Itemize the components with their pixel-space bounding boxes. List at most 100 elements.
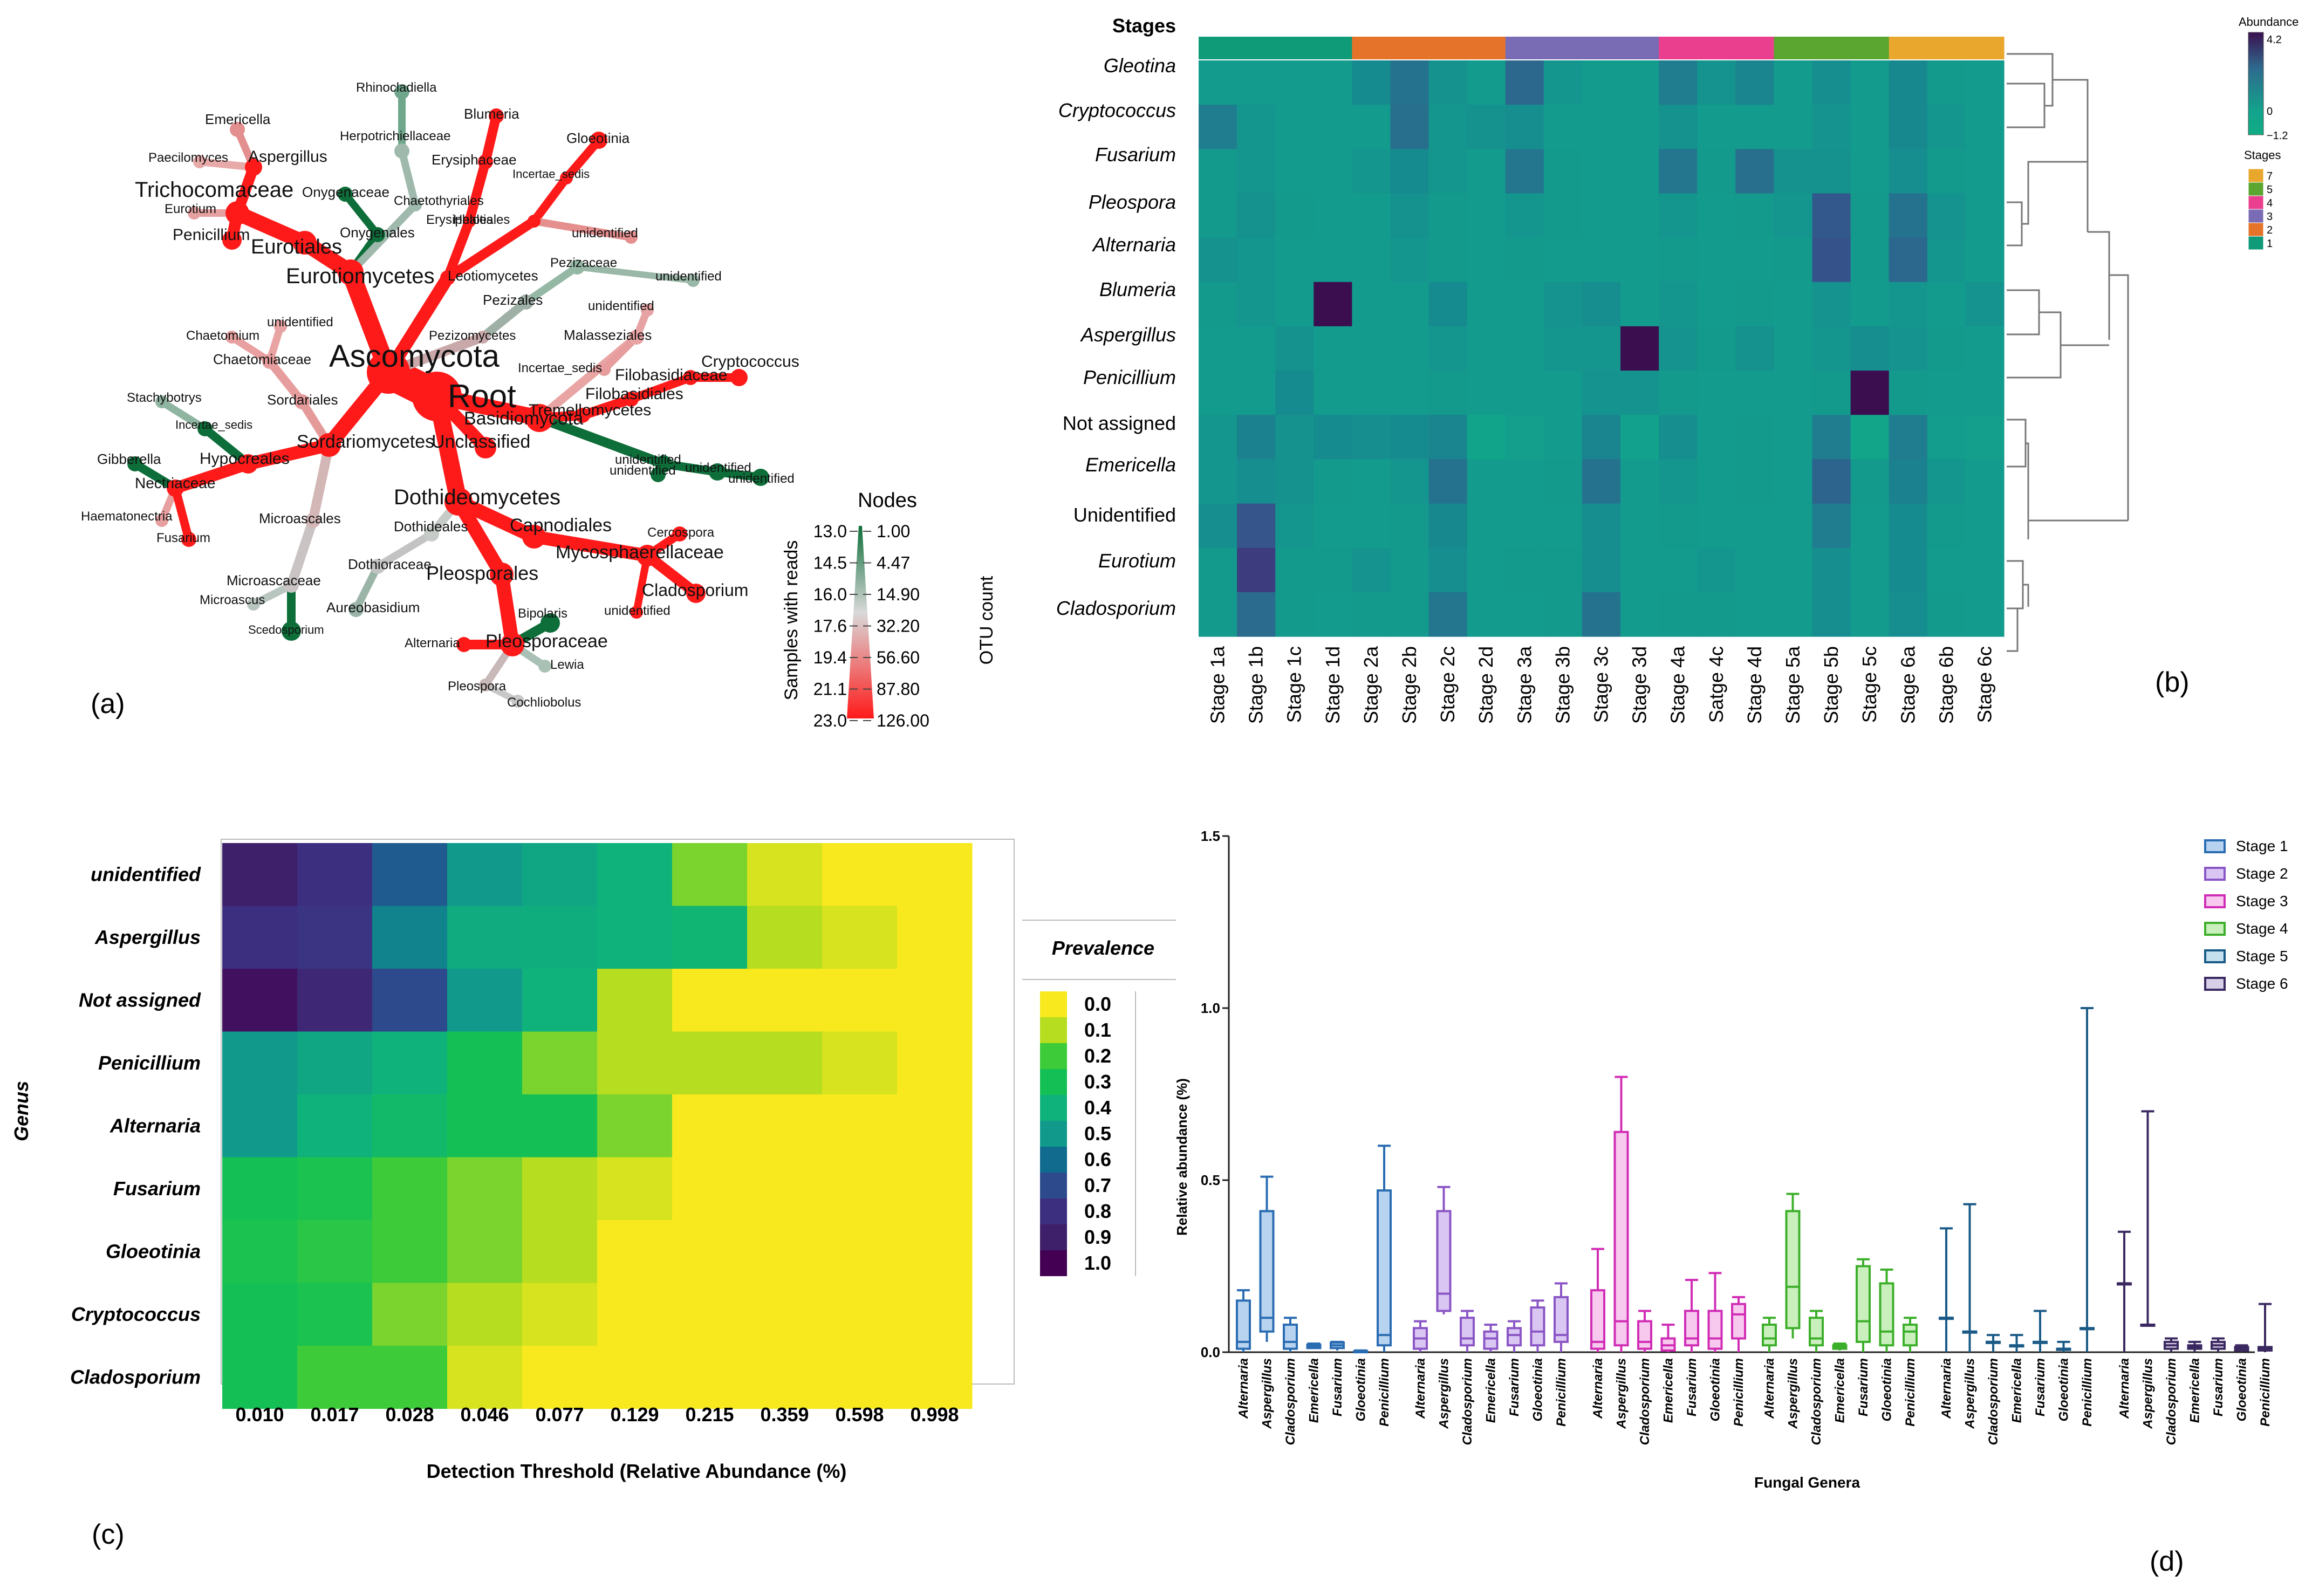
heatmap-row-label: Cladosporium [1056, 597, 1176, 619]
prevalence-legend-label: 0.0 [1084, 993, 1111, 1015]
heat-cell-b [1620, 592, 1659, 637]
prevalence-column-label: 0.010 [235, 1403, 284, 1426]
box-iqr [1283, 1323, 1298, 1350]
heat-cell-b [1850, 193, 1890, 238]
heat-cell-b [1275, 237, 1314, 283]
tree-legend-right-tick-label: 32.20 [877, 617, 920, 636]
tree-edge-unidB1-unidB3 [659, 460, 722, 476]
heat-cell-b [1543, 326, 1583, 371]
tree-node-helot [528, 215, 541, 228]
prevalence-legend-label: 0.8 [1084, 1200, 1111, 1222]
heat-cell-b [1543, 193, 1583, 238]
heat-cell-b [1275, 149, 1314, 194]
boxplot-genus-label: Gloeotinia [2057, 1358, 2071, 1421]
heat-cell-b [1275, 282, 1314, 327]
tree-node-microsc2 [247, 598, 260, 611]
tree-edge-filoal-filoac [627, 373, 695, 403]
heat-cell-b [1428, 282, 1468, 327]
heat-cell-b [1199, 105, 1237, 149]
prevalence-cell [522, 1220, 598, 1284]
prevalence-cell [297, 1031, 373, 1095]
prevalence-cell [522, 1157, 598, 1221]
heat-cell-b [1889, 60, 1928, 105]
tree-edge-dothmyc-pleospl [452, 495, 509, 581]
prevalence-legend-label: 1.0 [1084, 1252, 1111, 1274]
heat-cell-b [1199, 326, 1237, 371]
heat-cell-b [1697, 415, 1736, 460]
prevalence-column-label: 0.077 [535, 1403, 584, 1426]
prevalence-cell [597, 1283, 673, 1346]
heat-cell-b [1467, 415, 1506, 460]
prevalence-cell [297, 1157, 373, 1221]
heat-cell-b [1965, 326, 2005, 371]
prevalence-cell [897, 1094, 973, 1158]
prevalence-cell [822, 1346, 898, 1409]
heatmap-column-label: Stage 2b [1398, 646, 1420, 724]
heat-cell-b [1889, 193, 1928, 238]
prevalence-legend-label: 0.2 [1084, 1045, 1111, 1067]
tree-label-capno: Capnodiales [510, 515, 612, 536]
prevalence-cell [747, 1346, 823, 1409]
heat-cell-b [1390, 503, 1429, 549]
prevalence-cell [447, 1031, 523, 1095]
tree-legend-right-ticks: 1.00 4.47 14.90 32.20 56.60 87.80 126.00 [863, 522, 929, 730]
heat-cell-b [1927, 415, 1966, 460]
tree-label-lewia: Lewia [550, 657, 584, 672]
prevalence-cell [447, 1346, 523, 1409]
heat-cell-b [1199, 149, 1237, 194]
heat-cell-b [1352, 193, 1391, 238]
heat-cell-b [1927, 371, 1966, 415]
heat-cell-b [1774, 282, 1813, 327]
boxplot-y-tick-label: 0.5 [1201, 1172, 1220, 1188]
prevalence-cell [297, 906, 373, 969]
prevalence-cell [747, 1031, 823, 1095]
stage-legend-swatch [2248, 182, 2264, 196]
heat-cell-b [1467, 592, 1506, 637]
tree-label-haemat: Haematonectria [81, 509, 173, 524]
tree-node-euroti [188, 207, 201, 220]
heat-cell-b [1927, 105, 1966, 149]
heat-cell-b [1659, 105, 1698, 149]
heat-cell-b [1582, 326, 1621, 371]
heat-cell-b [1927, 459, 1966, 504]
prevalence-row-label: Fusarium [113, 1177, 201, 1200]
tree-label-helot: Helotiales [453, 213, 510, 227]
tree-node-cladosp [686, 584, 706, 603]
heatmap-column-label: Satge 4c [1705, 646, 1727, 723]
prevalence-legend-title: Prevalence [1052, 937, 1154, 959]
heat-cell-b [1582, 237, 1621, 283]
abundance-legend-bar [2248, 32, 2264, 135]
heatmap-row-labels: Gleotina Cryptococcus Fusarium Pleospora Alt… [1056, 54, 1176, 619]
heatmap-column-labels: Stage 1a Stage 1b Stage 1c Stage 1d Stage 2a… [1207, 646, 1996, 724]
prevalence-legend-swatch [1040, 1121, 1067, 1147]
box-iqr [1377, 1189, 1392, 1347]
boxplot-genus-label: Cladosporium [2164, 1358, 2179, 1445]
tree-edge-nectr-fusar [171, 484, 193, 544]
heat-cell-b [1735, 592, 1775, 637]
heat-cell-b [1275, 193, 1314, 238]
heat-cell-b [1505, 371, 1544, 415]
tree-edge-basi-unidB1 [535, 413, 668, 469]
heat-cell-b [1927, 237, 1966, 283]
prevalence-cell [222, 969, 298, 1032]
heat-cell-b [1237, 149, 1276, 194]
heat-cell-b [1352, 503, 1391, 549]
heatmap-row-label: Blumeria [1099, 278, 1176, 300]
heat-cell-b [1275, 326, 1314, 371]
heat-cell-b [1659, 371, 1698, 415]
tree-label-unidB3: unidentified [685, 461, 751, 475]
tree-node-unidC [274, 320, 287, 333]
tree-label-root: Root [448, 378, 516, 414]
heat-cell-b [1812, 326, 1851, 371]
tree-node-emeric [230, 122, 245, 137]
heat-cell-b [1428, 415, 1468, 460]
heat-cell-b [1275, 547, 1314, 593]
prevalence-cell [672, 906, 748, 969]
tree-label-blum: Blumeria [464, 106, 519, 122]
stage-legend-label: 4 [2267, 197, 2273, 209]
boxplot-genus-label: Gloeotinia [1708, 1358, 1723, 1421]
heat-cell-b [1620, 326, 1659, 371]
heatmap-column-label: Stage 2c [1436, 646, 1459, 723]
tree-node-leotio [440, 270, 455, 285]
heat-cell-b [1774, 415, 1813, 460]
